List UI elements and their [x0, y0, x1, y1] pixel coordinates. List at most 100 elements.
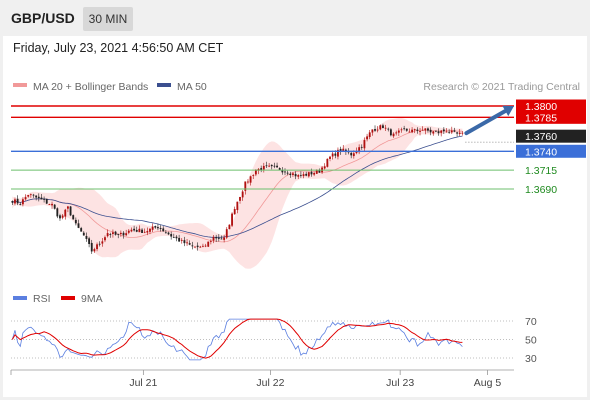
candle-body	[302, 174, 305, 177]
candle-body	[363, 140, 366, 149]
candle-body	[77, 223, 80, 228]
candle-body	[429, 129, 432, 133]
legend-label: MA 20 + Bollinger Bands	[33, 81, 148, 93]
candle-body	[220, 238, 223, 240]
candle-body	[43, 198, 46, 200]
candle-body	[339, 148, 342, 152]
candle-body	[262, 165, 265, 170]
candle-body	[135, 229, 138, 232]
candle-body	[403, 128, 406, 130]
candle-body	[440, 130, 443, 133]
candle-body	[90, 242, 93, 252]
candle-body	[27, 195, 30, 197]
candle-body	[186, 242, 188, 244]
candle-body	[352, 153, 355, 157]
candle-body	[159, 228, 162, 229]
candle-body	[265, 165, 268, 167]
header: GBP/USD 30 MIN	[0, 0, 590, 36]
candle-body	[382, 125, 384, 129]
candle-body	[397, 130, 400, 133]
candle-body	[104, 237, 106, 241]
candle-body	[74, 219, 77, 224]
candle-body	[421, 129, 424, 131]
candle-body	[133, 228, 136, 231]
candle-body	[350, 152, 353, 156]
candle-body	[228, 224, 231, 230]
candle-body	[432, 131, 435, 134]
candle-body	[292, 173, 294, 175]
candle-body	[101, 241, 104, 244]
candle-body	[419, 131, 421, 132]
candle-body	[366, 136, 368, 140]
candle-body	[405, 128, 408, 131]
candle-body	[207, 241, 210, 247]
candle-body	[284, 171, 286, 173]
ma50-line	[12, 135, 463, 238]
candle-body	[286, 172, 289, 174]
time-tick-label: Aug 5	[474, 377, 502, 389]
candle-body	[389, 129, 392, 136]
candle-body	[215, 237, 218, 239]
candle-body	[297, 175, 300, 177]
candle-body	[199, 246, 202, 248]
candle-body	[85, 236, 88, 239]
candle-body	[374, 129, 376, 131]
candle-body	[392, 133, 395, 137]
candle-body	[323, 166, 326, 169]
interval-button[interactable]: 30 MIN	[83, 7, 133, 31]
candle-body	[368, 132, 371, 138]
legend-swatch	[13, 83, 27, 87]
candle-body	[313, 172, 316, 175]
candle-body	[21, 199, 24, 205]
candle-body	[154, 226, 157, 228]
time-tick-label: Jul 22	[256, 377, 284, 389]
candle-body	[149, 228, 151, 232]
candle-body	[19, 203, 22, 205]
level-tag-resistance	[516, 110, 586, 124]
candle-body	[111, 232, 114, 234]
candle-body	[178, 237, 181, 242]
level-label-pivot: 1.3740	[525, 146, 557, 158]
candle-body	[125, 233, 128, 236]
candle-body	[196, 245, 199, 248]
candle-body	[278, 168, 281, 171]
candles	[11, 123, 464, 254]
candle-body	[32, 194, 35, 196]
level-tag-resistance	[516, 99, 586, 113]
candle-body	[387, 128, 390, 130]
level-label-support: 1.3690	[525, 184, 557, 196]
candle-body	[151, 226, 154, 230]
candle-body	[442, 129, 445, 132]
candle-body	[416, 129, 419, 131]
candle-body	[45, 198, 48, 204]
time-axis: Jul 21 Jul 22 Jul 23 Aug 5	[10, 369, 514, 389]
candle-body	[130, 229, 133, 232]
bollinger-band-area	[12, 117, 463, 269]
candle-body	[14, 199, 16, 204]
candle-body	[315, 169, 318, 174]
candle-body	[437, 131, 440, 134]
candle-body	[334, 153, 337, 156]
rsi-legend-swatch	[13, 296, 27, 300]
candle-body	[326, 158, 329, 167]
candle-body	[318, 169, 321, 173]
target-arrow-head	[502, 105, 514, 117]
candle-body	[355, 151, 358, 154]
candle-body	[122, 232, 125, 236]
candle-body	[119, 232, 122, 235]
last-price-label: 1.3760	[525, 131, 557, 143]
candle-body	[360, 146, 363, 148]
candle-body	[413, 129, 416, 131]
candle-body	[310, 171, 313, 175]
candle-body	[40, 197, 43, 200]
rsi-tick-label: 70	[525, 316, 537, 328]
level-label-resistance: 1.3785	[525, 112, 557, 124]
candle-body	[299, 174, 302, 176]
candle-body	[29, 194, 32, 196]
candle-body	[162, 228, 165, 232]
candle-body	[80, 228, 83, 232]
level-tag-pivot	[516, 144, 586, 158]
candle-body	[448, 131, 451, 133]
candle-body	[106, 233, 109, 237]
candle-body	[183, 240, 186, 244]
